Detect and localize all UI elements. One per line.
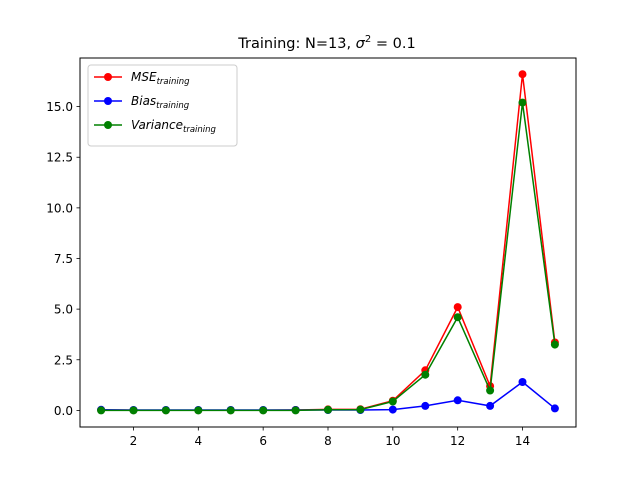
data-point-variance [486,386,495,395]
legend-label-mse: MSEtraining [131,70,190,87]
legend-label-main: Bias [131,94,156,108]
chart-title-sup: 2 [365,34,371,45]
axes: 2 4 6 8 10 12 14 0.0 2.5 5.0 7.5 10.0 12.5 15.0 [46,57,577,448]
data-point-mse [453,303,462,312]
y-tick-label: 15.0 [46,100,73,114]
y-tick-label: 0.0 [54,404,73,418]
data-point-variance [129,406,138,415]
legend-label-variance: Variancetraining [131,118,217,135]
data-point-variance [356,405,365,414]
data-point-variance [259,406,268,415]
chart-title-sigma: σ [356,36,366,52]
legend-label-main: MSE [131,70,157,84]
plot-area [97,70,559,415]
y-tick-label: 7.5 [54,252,73,266]
y-tick-label: 5.0 [54,303,73,317]
data-point-variance [291,406,300,415]
data-point-bias [550,404,559,413]
legend-box [87,64,238,147]
data-point-variance [453,313,462,322]
x-tick-label: 2 [130,434,138,448]
x-tick-label: 14 [515,434,530,448]
data-point-variance [226,406,235,415]
data-point-variance [161,406,170,415]
data-point-variance [550,340,559,349]
data-point-variance [194,406,203,415]
legend-label-subscript: training [156,101,190,111]
legend-label-subscript: training [183,125,217,135]
x-tick-label: 12 [450,434,465,448]
y-tick-label: 2.5 [54,353,73,367]
data-point-variance [388,397,397,406]
legend-marker-mse [104,73,112,81]
data-point-variance [421,370,430,379]
data-point-variance [324,405,332,414]
legend-label-main: Variance [131,118,183,132]
data-point-bias [421,401,430,410]
legend-label-subscript: training [157,77,191,87]
legend-marker-variance [104,121,112,129]
y-tick-label: 10.0 [46,201,73,215]
chart-title-prefix: Training: N=13, [237,36,355,52]
data-point-variance [518,98,527,107]
legend-label-bias: Biastraining [131,94,190,111]
chart-title: Training: N=13, σ2 = 0.1 [237,34,415,52]
data-point-bias [388,405,397,414]
x-tick-label: 8 [324,434,332,448]
y-tick-label: 12.5 [46,151,73,165]
data-point-bias [486,401,495,410]
data-point-bias [518,378,527,386]
x-tick-label: 4 [195,434,203,448]
data-point-mse [518,70,527,79]
x-tick-label: 10 [385,434,400,448]
x-tick-label: 6 [259,434,267,448]
data-point-bias [453,396,462,405]
data-point-variance [97,406,106,415]
chart-title-suffix: = 0.1 [371,36,415,52]
legend-marker-bias [104,97,112,105]
